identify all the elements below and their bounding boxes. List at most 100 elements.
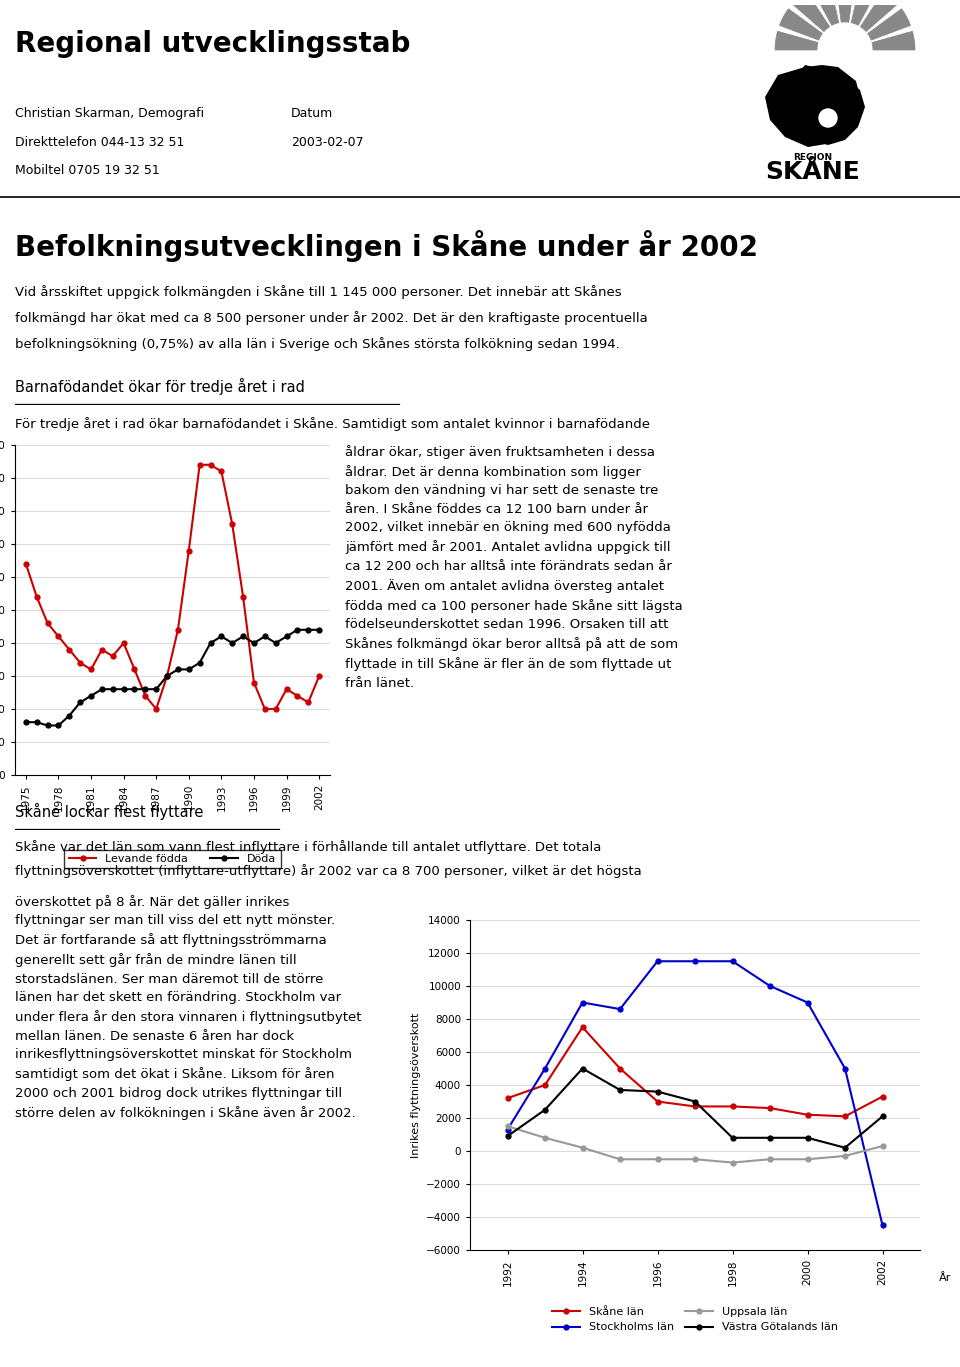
Line: Levande födda: Levande födda bbox=[23, 462, 322, 711]
Levande födda bbox=[139, 688, 151, 704]
Stockholms län bbox=[689, 953, 701, 969]
Stockholms län bbox=[727, 953, 738, 969]
Levande födda bbox=[161, 668, 173, 685]
Västra Götalands län bbox=[652, 1084, 663, 1100]
Döda bbox=[172, 662, 183, 678]
Västra Götalands län bbox=[839, 1140, 851, 1156]
Text: Christian Skarman, Demografi: Christian Skarman, Demografi bbox=[15, 107, 204, 120]
Uppsala län bbox=[652, 1151, 663, 1167]
Döda bbox=[31, 714, 42, 730]
Circle shape bbox=[819, 109, 837, 127]
Levande födda bbox=[129, 662, 140, 678]
Skåne län bbox=[727, 1098, 738, 1114]
Döda bbox=[107, 681, 118, 697]
Skåne län bbox=[876, 1088, 888, 1105]
Skåne län bbox=[802, 1106, 813, 1122]
Wedge shape bbox=[812, 0, 839, 26]
Döda bbox=[259, 629, 271, 645]
Västra Götalands län bbox=[727, 1129, 738, 1146]
Stockholms län bbox=[540, 1061, 551, 1077]
Levande födda bbox=[75, 655, 86, 671]
Uppsala län bbox=[876, 1137, 888, 1154]
Skåne län bbox=[614, 1061, 626, 1077]
Levande födda bbox=[172, 622, 183, 638]
Stockholms län bbox=[876, 1217, 888, 1233]
Döda bbox=[20, 714, 32, 730]
Text: För tredje året i rad ökar barnafödandet i Skåne. Samtidigt som antalet kvinnor : För tredje året i rad ökar barnafödandet… bbox=[15, 417, 650, 432]
Levande födda bbox=[194, 457, 205, 473]
Text: REGION: REGION bbox=[793, 153, 832, 161]
Skåne län bbox=[839, 1109, 851, 1125]
Döda bbox=[237, 629, 249, 645]
Västra Götalands län bbox=[802, 1129, 813, 1146]
Text: befolkningsökning (0,75%) av alla län i Sverige och Skånes största folkökning se: befolkningsökning (0,75%) av alla län i … bbox=[15, 338, 620, 351]
Text: Direkttelefon 044-13 32 51: Direkttelefon 044-13 32 51 bbox=[15, 135, 184, 149]
Västra Götalands län bbox=[540, 1102, 551, 1118]
Döda bbox=[183, 662, 195, 678]
Text: Barnafödandet ökar för tredje året i rad: Barnafödandet ökar för tredje året i rad bbox=[15, 379, 305, 395]
Döda bbox=[139, 681, 151, 697]
Döda bbox=[280, 629, 292, 645]
Levande födda bbox=[151, 701, 162, 718]
Levande födda bbox=[216, 463, 228, 480]
Stockholms län bbox=[839, 1061, 851, 1077]
Text: Skåne lockar flest flyttare: Skåne lockar flest flyttare bbox=[15, 802, 204, 820]
Text: År: År bbox=[939, 1273, 951, 1284]
Döda bbox=[85, 688, 97, 704]
PathPatch shape bbox=[765, 66, 862, 148]
Wedge shape bbox=[775, 31, 818, 51]
Line: Döda: Döda bbox=[23, 627, 322, 729]
Text: Vid årsskiftet uppgick folkmängden i Skåne till 1 145 000 personer. Det innebär : Vid årsskiftet uppgick folkmängden i Skå… bbox=[15, 284, 622, 299]
Uppsala län bbox=[764, 1151, 776, 1167]
Västra Götalands län bbox=[614, 1081, 626, 1098]
Skåne län bbox=[689, 1098, 701, 1114]
Levande födda bbox=[63, 641, 75, 658]
Line: Uppsala län: Uppsala län bbox=[505, 1124, 885, 1165]
Uppsala län bbox=[577, 1140, 588, 1156]
Levande födda bbox=[183, 543, 195, 559]
Döda bbox=[129, 681, 140, 697]
Västra Götalands län bbox=[577, 1061, 588, 1077]
Wedge shape bbox=[792, 0, 829, 31]
Legend: Levande födda, Döda: Levande födda, Döda bbox=[64, 849, 280, 868]
Levande födda bbox=[280, 681, 292, 697]
Döda bbox=[63, 707, 75, 723]
Döda bbox=[270, 634, 281, 651]
Wedge shape bbox=[835, 0, 854, 22]
Levande födda bbox=[20, 555, 32, 571]
Levande födda bbox=[107, 648, 118, 664]
Döda bbox=[151, 681, 162, 697]
Line: Skåne län: Skåne län bbox=[505, 1025, 885, 1118]
Text: Datum: Datum bbox=[291, 107, 333, 120]
Line: Stockholms län: Stockholms län bbox=[505, 958, 885, 1228]
Döda bbox=[204, 634, 216, 651]
Levande födda bbox=[249, 674, 260, 690]
Uppsala län bbox=[614, 1151, 626, 1167]
Uppsala län bbox=[502, 1118, 514, 1135]
Levande födda bbox=[259, 701, 271, 718]
Levande födda bbox=[53, 629, 64, 645]
Text: Mobiltel 0705 19 32 51: Mobiltel 0705 19 32 51 bbox=[15, 164, 159, 178]
Text: flyttningsöverskottet (inflyttare-utflyttare) år 2002 var ca 8 700 personer, vil: flyttningsöverskottet (inflyttare-utflyt… bbox=[15, 864, 641, 878]
Västra Götalands län bbox=[689, 1094, 701, 1110]
Wedge shape bbox=[780, 8, 823, 40]
Uppsala län bbox=[727, 1154, 738, 1170]
Levande födda bbox=[42, 615, 54, 632]
Levande födda bbox=[237, 589, 249, 606]
Döda bbox=[53, 718, 64, 734]
Text: SKÅNE: SKÅNE bbox=[766, 160, 860, 185]
Text: åldrar ökar, stiger även fruktsamheten i dessa
åldrar. Det är denna kombination : åldrar ökar, stiger även fruktsamheten i… bbox=[345, 446, 683, 690]
Levande födda bbox=[204, 457, 216, 473]
Skåne län bbox=[652, 1094, 663, 1110]
Wedge shape bbox=[868, 8, 910, 40]
Text: 2003-02-07: 2003-02-07 bbox=[291, 135, 364, 149]
Stockholms län bbox=[652, 953, 663, 969]
Döda bbox=[161, 668, 173, 685]
Levande födda bbox=[313, 668, 324, 685]
Text: Skåne var det län som vann flest inflyttare i förhållande till antalet utflyttar: Skåne var det län som vann flest inflytt… bbox=[15, 839, 601, 854]
Levande födda bbox=[96, 641, 108, 658]
Legend: Skåne län, Stockholms län, Uppsala län, Västra Götalands län: Skåne län, Stockholms län, Uppsala län, … bbox=[548, 1303, 842, 1337]
Döda bbox=[118, 681, 130, 697]
Stockholms län bbox=[577, 994, 588, 1010]
Stockholms län bbox=[614, 1001, 626, 1017]
